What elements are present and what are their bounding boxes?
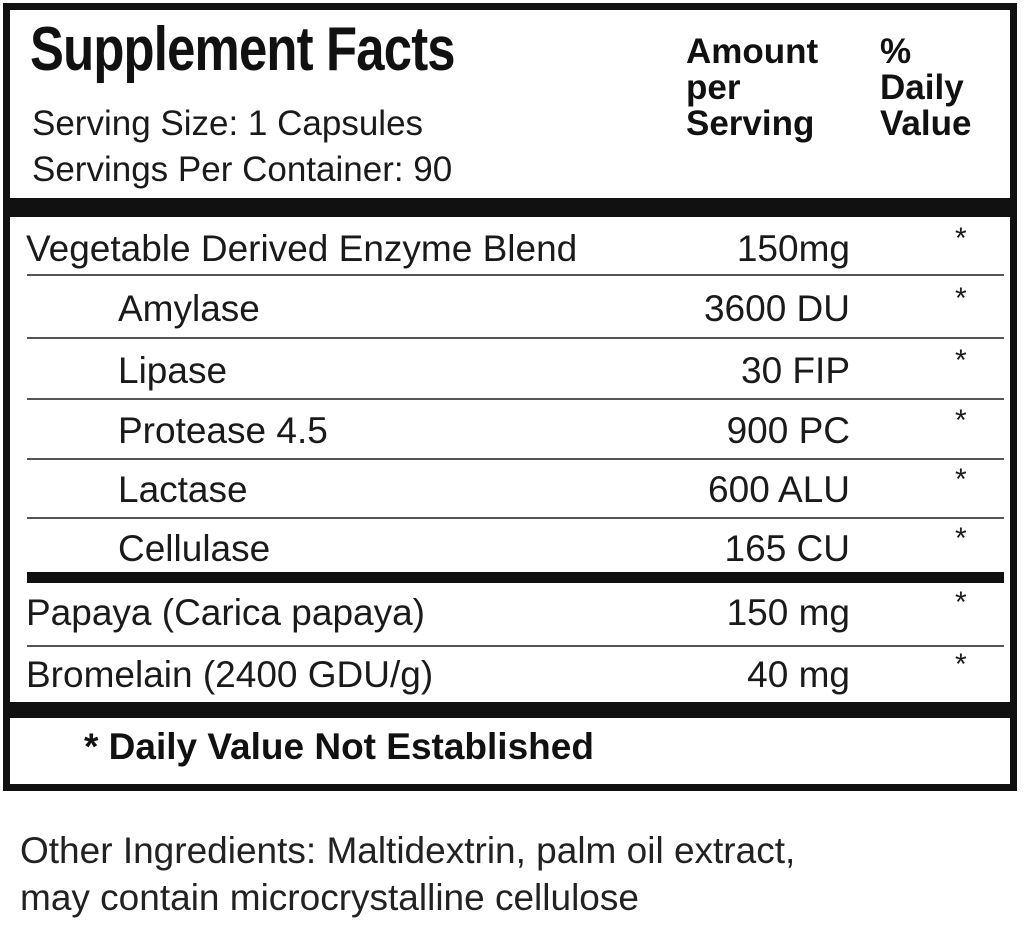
nutrient-name: Cellulase	[118, 528, 271, 569]
nutrient-amount: 150mg	[736, 228, 850, 269]
nutrient-name: Lipase	[118, 350, 228, 391]
row-divider	[27, 645, 1004, 647]
nutrient-amount: 600 ALU	[708, 469, 850, 510]
row-divider	[27, 517, 1004, 519]
nutrient-name: Protease 4.5	[118, 410, 328, 451]
footnote: * Daily Value Not Established	[84, 726, 594, 767]
header-divider	[3, 198, 1017, 217]
nutrient-row: Vegetable Derived Enzyme Blend 150mg *	[0, 222, 1010, 280]
nutrient-daily-value: *	[955, 344, 967, 377]
nutrient-row: Papaya (Carica papaya) 150 mg *	[0, 586, 1010, 644]
panel-title: Supplement Facts	[30, 15, 456, 84]
amount-per-serving-header: Amount per Serving	[686, 32, 818, 144]
nutrient-name: Lactase	[118, 469, 248, 510]
daily-value-header: % Daily Value	[880, 32, 971, 144]
nutrient-daily-value: *	[955, 463, 967, 496]
row-divider	[27, 398, 1004, 400]
nutrient-row: Protease 4.5 900 PC *	[0, 404, 1010, 462]
nutrient-amount: 150 mg	[726, 592, 850, 633]
nutrient-amount: 40 mg	[747, 654, 850, 695]
footer-divider	[3, 702, 1017, 718]
nutrient-row: Cellulase 165 CU *	[0, 522, 1010, 580]
nutrient-row: Amylase 3600 DU *	[0, 282, 1010, 340]
nutrient-row: Lactase 600 ALU *	[0, 463, 1010, 521]
blend-divider	[27, 572, 1004, 583]
nutrient-row: Lipase 30 FIP *	[0, 344, 1010, 402]
servings-per-container: Servings Per Container: 90	[32, 150, 453, 189]
nutrient-daily-value: *	[955, 222, 967, 255]
nutrient-daily-value: *	[955, 522, 967, 555]
nutrient-daily-value: *	[955, 404, 967, 437]
nutrient-daily-value: *	[955, 282, 967, 315]
nutrient-daily-value: *	[955, 586, 967, 619]
nutrient-name: Vegetable Derived Enzyme Blend	[26, 228, 578, 269]
nutrient-row: Bromelain (2400 GDU/g) 40 mg *	[0, 648, 1010, 706]
nutrient-amount: 165 CU	[724, 528, 850, 569]
other-ingredients-line: Other Ingredients: Maltidextrin, palm oi…	[20, 830, 796, 871]
nutrient-name: Bromelain (2400 GDU/g)	[26, 654, 434, 695]
nutrient-amount: 900 PC	[726, 410, 850, 451]
row-divider	[27, 274, 1004, 276]
row-divider	[27, 458, 1004, 460]
amount-header-line: per	[686, 68, 741, 107]
dv-header-line: %	[880, 32, 912, 71]
dv-header-line: Value	[880, 104, 972, 143]
dv-header-line: Daily	[880, 68, 964, 107]
nutrient-daily-value: *	[955, 648, 967, 681]
nutrient-amount: 3600 DU	[703, 288, 850, 329]
serving-size: Serving Size: 1 Capsules	[32, 104, 424, 143]
amount-header-line: Serving	[686, 104, 815, 143]
row-divider	[27, 337, 1004, 339]
supplement-facts-panel	[3, 3, 1017, 791]
nutrient-name: Amylase	[118, 288, 260, 329]
other-ingredients-line: may contain microcrystalline cellulose	[20, 877, 639, 918]
nutrient-name: Papaya (Carica papaya)	[26, 592, 425, 633]
nutrient-amount: 30 FIP	[741, 350, 850, 391]
amount-header-line: Amount	[686, 32, 819, 71]
